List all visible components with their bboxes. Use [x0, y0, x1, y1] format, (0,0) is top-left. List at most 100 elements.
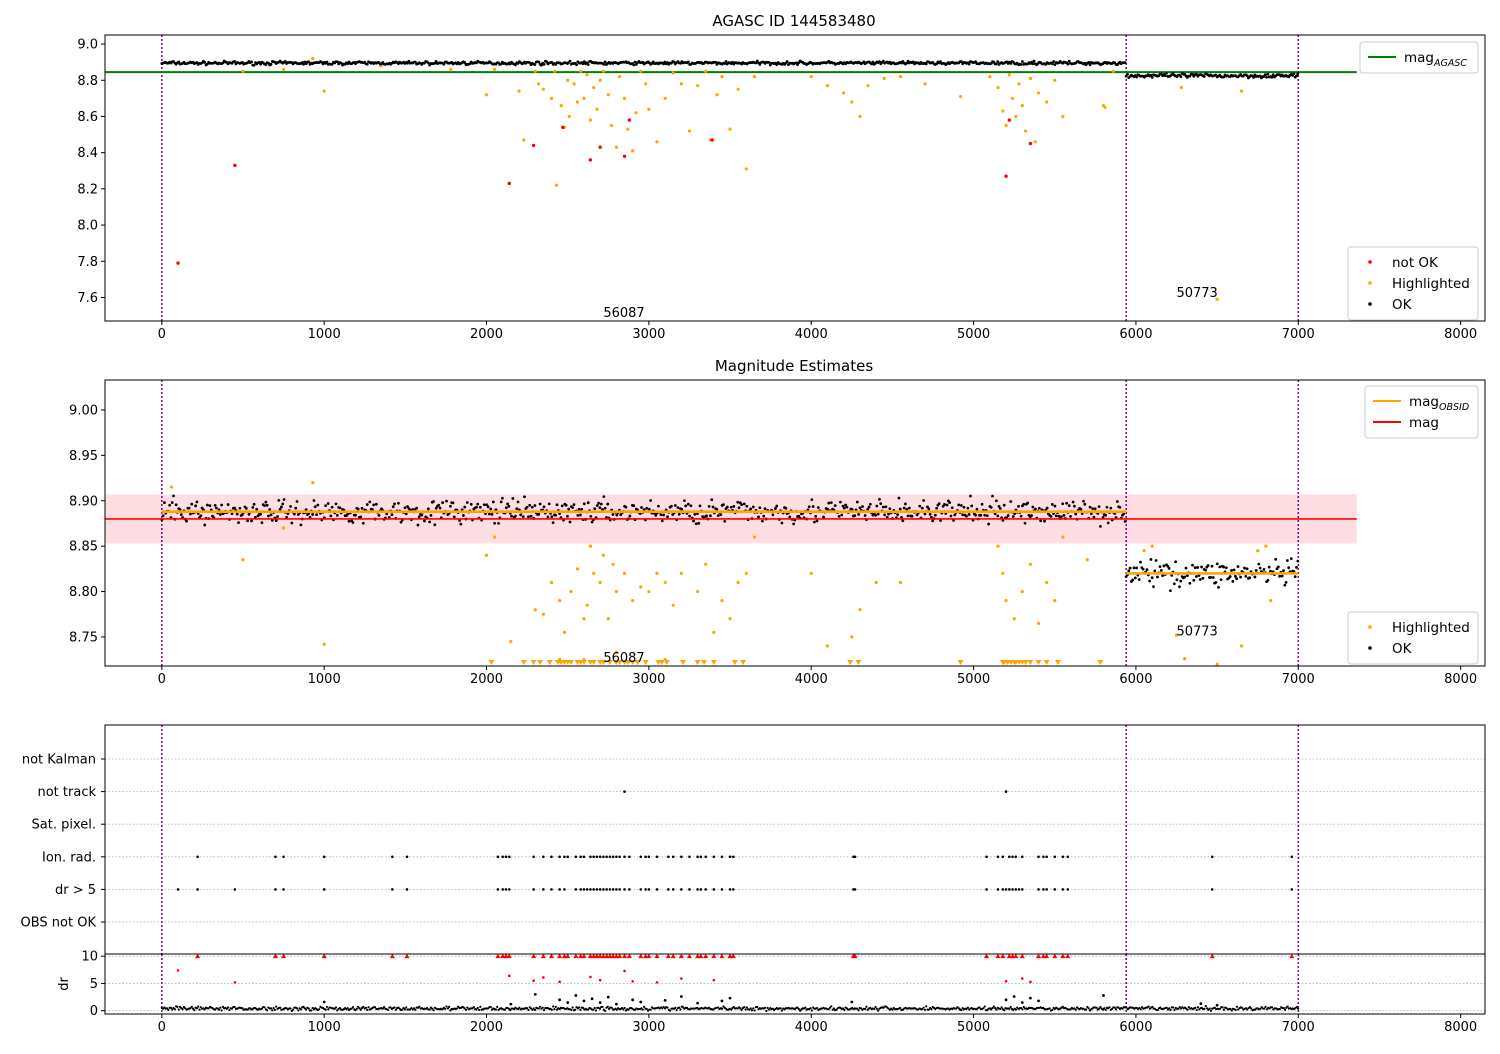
- ok-point: [356, 507, 360, 511]
- ok-point: [294, 506, 298, 510]
- ok-point: [497, 521, 500, 525]
- dr-point: [582, 999, 586, 1003]
- flag-point: [501, 855, 505, 859]
- dr-point: [875, 1007, 878, 1010]
- dr-point: [272, 1007, 275, 1010]
- ok-point: [1286, 559, 1289, 562]
- ok-point: [939, 519, 942, 522]
- highlighted-point: [281, 67, 286, 71]
- ok-point: [1215, 562, 1219, 566]
- dr-point: [445, 1005, 448, 1008]
- ok-point: [945, 503, 949, 507]
- highlighted-point: [484, 553, 489, 557]
- highlighted-point: [311, 56, 315, 61]
- flag-point: [1290, 855, 1294, 859]
- dr-capped-marker: [561, 953, 567, 959]
- dr-point: [1061, 1005, 1064, 1008]
- ok-point: [959, 504, 963, 507]
- dr-point: [1087, 1007, 1090, 1010]
- panel-flags: not Kalman not track Sat. pixel. Ion. rad. d…: [21, 724, 1486, 955]
- dr-point: [865, 1005, 868, 1008]
- ok-point: [1050, 62, 1054, 66]
- ok-point: [218, 513, 222, 516]
- dr-point: [552, 1005, 555, 1008]
- ok-point: [1032, 59, 1036, 63]
- x-tick-label: 0: [158, 672, 166, 687]
- estimates-plot-area: 56087 50773 0 1000 2000 3000 4000 5000 6000 7000 8…: [69, 380, 1477, 687]
- ok-point: [1287, 566, 1291, 570]
- dr-point: [570, 1008, 573, 1011]
- ok-point: [1011, 515, 1015, 518]
- dr-capped-marker: [1000, 953, 1006, 959]
- dr-point: [1139, 1008, 1142, 1011]
- ok-point: [475, 505, 478, 509]
- ok-point: [670, 504, 673, 508]
- ok-point: [719, 513, 723, 517]
- dr-point: [1099, 1006, 1102, 1009]
- highlighted-point: [1036, 91, 1041, 95]
- ok-point: [550, 515, 554, 518]
- ok-point: [904, 502, 907, 506]
- flag-point: [628, 855, 631, 859]
- dr-point: [241, 1007, 244, 1010]
- highlighted-point: [241, 69, 245, 73]
- ok-point: [1049, 514, 1053, 518]
- flag-point: [1004, 790, 1008, 793]
- ok-point: [1244, 574, 1248, 578]
- dr-point: [338, 1006, 342, 1010]
- ok-point: [979, 513, 983, 517]
- dr-capped-marker: [678, 953, 684, 959]
- dr-point: [923, 1008, 927, 1011]
- y-tick-label: 8.4: [77, 146, 98, 161]
- dr-point: [674, 1006, 677, 1010]
- ok-point: [1092, 515, 1096, 519]
- highlighted-point: [631, 599, 635, 603]
- ok-point: [866, 508, 870, 511]
- ok-point: [725, 505, 729, 509]
- dr-high-point: [631, 979, 634, 983]
- ok-point: [850, 507, 854, 511]
- ok-point: [582, 60, 586, 64]
- ok-point: [1126, 72, 1129, 76]
- ok-point: [1280, 574, 1284, 578]
- flag-point: [563, 888, 566, 891]
- flag-point: [720, 855, 724, 859]
- flag-point: [579, 855, 582, 859]
- ok-point: [437, 503, 441, 507]
- ok-point: [1080, 512, 1084, 516]
- dr-point: [1259, 1007, 1262, 1010]
- dr-point: [1169, 1008, 1172, 1012]
- dr-point: [864, 1007, 867, 1010]
- flag-point: [1066, 888, 1070, 891]
- y-tick-label: 8.80: [69, 585, 98, 600]
- ok-point: [1149, 73, 1153, 77]
- ok-point: [1265, 75, 1268, 79]
- flag-point: [1290, 888, 1294, 891]
- dr-point: [1021, 1008, 1024, 1011]
- ok-point: [1295, 565, 1298, 569]
- dr-point: [1086, 1005, 1089, 1009]
- ok-point: [624, 505, 628, 509]
- ok-point: [905, 61, 909, 65]
- dr-point: [581, 1006, 585, 1009]
- dr-point: [167, 1008, 170, 1012]
- dr-point: [197, 1005, 200, 1008]
- ok-point: [926, 505, 929, 509]
- flag-point: [1037, 855, 1040, 859]
- ok-point: [281, 502, 285, 506]
- ok-point: [237, 521, 240, 525]
- highlighted-point: [1174, 633, 1179, 637]
- ok-point: [935, 506, 939, 510]
- highlighted-point: [647, 107, 651, 111]
- highlighted-point: [1215, 662, 1219, 666]
- ok-point: [813, 520, 816, 524]
- dr-point: [446, 1007, 449, 1010]
- ok-point: [566, 514, 569, 518]
- highlighted-point: [493, 67, 497, 71]
- dr-point: [1234, 1008, 1237, 1011]
- ok-point: [415, 506, 419, 510]
- estimates-status-legend-label: OK: [1392, 641, 1413, 657]
- highlighted-point: [1028, 562, 1033, 566]
- dr-point: [355, 1007, 358, 1010]
- ok-point: [359, 515, 363, 519]
